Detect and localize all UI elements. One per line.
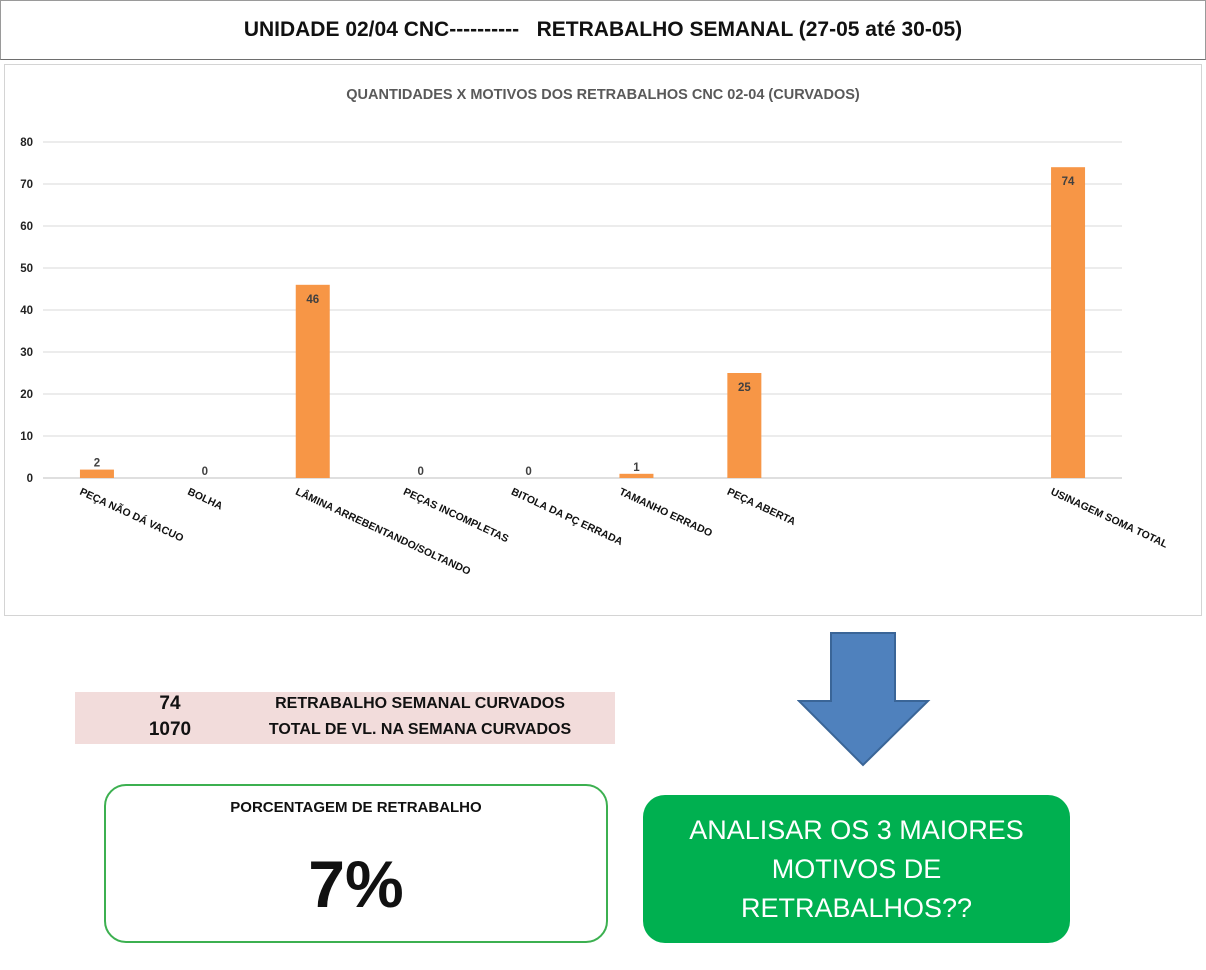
data-label: 2 [94, 458, 100, 470]
y-tick-label: 70 [20, 179, 33, 191]
bar [727, 373, 762, 478]
category-label: PEÇA ABERTA [725, 486, 798, 528]
y-tick-label: 30 [20, 347, 33, 359]
y-tick-label: 0 [27, 473, 33, 485]
rework-count: 74 [159, 693, 181, 714]
data-label: 25 [738, 382, 751, 394]
y-tick-label: 40 [20, 305, 33, 317]
total-count-label: TOTAL DE VL. NA SEMANA CURVADOS [268, 721, 572, 738]
y-tick-label: 10 [20, 431, 33, 443]
data-label: 46 [306, 294, 319, 306]
analysis-callout: ANALISAR OS 3 MAIORES MOTIVOS DE RETRABA… [643, 795, 1070, 943]
data-label: 74 [1062, 176, 1075, 188]
category-label: USINAGEM SOMA TOTAL [1049, 486, 1170, 551]
y-tick-label: 20 [20, 389, 33, 401]
category-label: BITOLA DA PÇ ERRADA [509, 486, 625, 548]
rework-percentage-box: PORCENTAGEM DE RETRABALHO 7% [104, 784, 608, 943]
category-label: TAMANHO ERRADO [617, 486, 714, 540]
data-label: 0 [202, 466, 208, 478]
category-label: PEÇAS INCOMPLETAS [401, 486, 510, 545]
data-label: 1 [633, 462, 640, 474]
report-title: UNIDADE 02/04 CNC---------- RETRABALHO S… [0, 0, 1206, 60]
category-label: LÂMINA ARREBENTANDO/SOLTANDO [293, 485, 472, 578]
rework-percentage-value: 7% [308, 847, 404, 921]
y-tick-label: 80 [20, 137, 33, 149]
rework-percentage-label: PORCENTAGEM DE RETRABALHO [230, 799, 482, 816]
rework-count-label: RETRABALHO SEMANAL CURVADOS [275, 695, 565, 712]
data-label: 0 [525, 466, 531, 478]
bar [79, 469, 114, 478]
down-arrow-icon [797, 632, 931, 767]
data-label: 0 [417, 466, 423, 478]
category-label: PEÇA NÃO DÁ VACUO [78, 485, 186, 545]
bar [619, 473, 654, 478]
chart-title: QUANTIDADES X MOTIVOS DOS RETRABALHOS CN… [346, 87, 860, 103]
y-tick-label: 60 [20, 221, 33, 233]
bar [295, 284, 330, 478]
total-count: 1070 [148, 719, 192, 740]
weekly-summary-table: 74 RETRABALHO SEMANAL CURVADOS 1070 TOTA… [75, 692, 615, 744]
rework-chart: QUANTIDADES X MOTIVOS DOS RETRABALHOS CN… [4, 64, 1202, 616]
summary-row-total: 1070 TOTAL DE VL. NA SEMANA CURVADOS [75, 718, 615, 744]
bar [1051, 167, 1086, 478]
analysis-callout-text: ANALISAR OS 3 MAIORES MOTIVOS DE RETRABA… [689, 814, 1024, 923]
summary-row-rework: 74 RETRABALHO SEMANAL CURVADOS [75, 692, 615, 718]
category-label: BOLHA [186, 486, 225, 513]
bar-chart-svg: QUANTIDADES X MOTIVOS DOS RETRABALHOS CN… [20, 87, 1170, 578]
y-tick-label: 50 [20, 263, 33, 275]
